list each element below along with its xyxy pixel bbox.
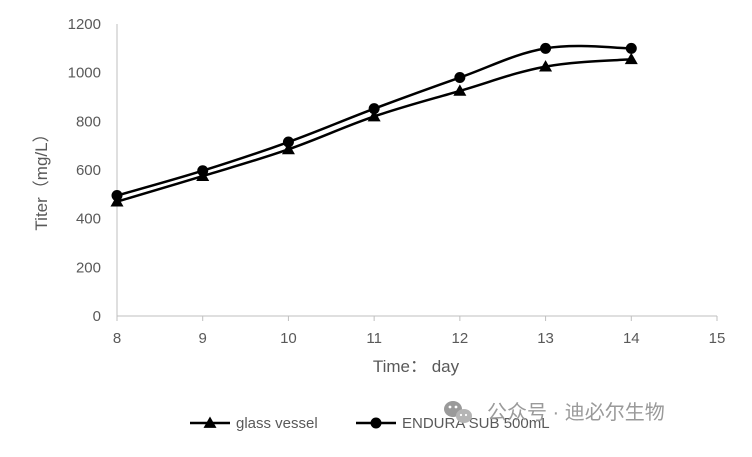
triangle-marker	[453, 84, 467, 96]
watermark: 公众号 · 迪必尔生物	[444, 401, 665, 424]
triangle-marker	[624, 52, 638, 65]
wechat-icon	[444, 401, 472, 423]
circle-marker	[625, 42, 637, 54]
triangle-marker	[539, 60, 553, 72]
legend-label: ENDURA SUB 500mL	[402, 415, 550, 432]
legend-triangle-marker	[203, 416, 217, 428]
y-tick-label: 200	[76, 259, 101, 276]
legend-item: ENDURA SUB 500mL	[356, 415, 550, 432]
legend: glass vessel ENDURA SUB 500mL	[190, 415, 550, 432]
x-tick-label: 10	[280, 330, 297, 347]
circle-marker	[540, 42, 552, 54]
y-tick-label: 1000	[68, 65, 101, 82]
legend-item: glass vessel	[190, 415, 318, 432]
legend-label: glass vessel	[236, 415, 318, 432]
circle-marker	[282, 136, 294, 148]
x-tick-label: 11	[366, 330, 382, 347]
x-tick-label: 8	[113, 330, 121, 347]
watermark-text: 公众号 · 迪必尔生物	[487, 401, 665, 424]
x-tick-label: 14	[623, 330, 640, 347]
x-tick-label: 13	[537, 330, 554, 347]
y-tick-label: 600	[76, 162, 101, 179]
series-layer	[110, 42, 638, 207]
triangle-marker	[281, 142, 295, 155]
circle-marker	[368, 103, 380, 115]
triangle-marker	[367, 109, 381, 122]
circle-marker	[454, 72, 466, 84]
x-tick-label: 12	[452, 330, 469, 347]
y-tick-label: 0	[93, 308, 101, 325]
y-tick-label: 400	[76, 211, 101, 228]
x-tick-label: 9	[199, 330, 207, 347]
circle-marker	[111, 190, 123, 202]
series-line	[116, 58, 632, 203]
x-axis-title: Time： day	[373, 357, 460, 376]
y-tick-label: 800	[76, 113, 101, 130]
series-endura-sub	[111, 42, 637, 202]
series-glass-vessel	[110, 52, 638, 207]
y-axis-title: Titer（mg/L）	[32, 125, 51, 230]
x-axis-ticks: 8 9 10 11 12 13 14 15	[113, 316, 726, 347]
x-tick-label: 15	[709, 330, 726, 347]
circle-marker	[197, 165, 209, 177]
y-axis-ticks: 0 200 400 600 800 1000 1200	[68, 16, 101, 325]
legend-circle-marker	[370, 417, 382, 429]
y-tick-label: 1200	[68, 16, 101, 33]
